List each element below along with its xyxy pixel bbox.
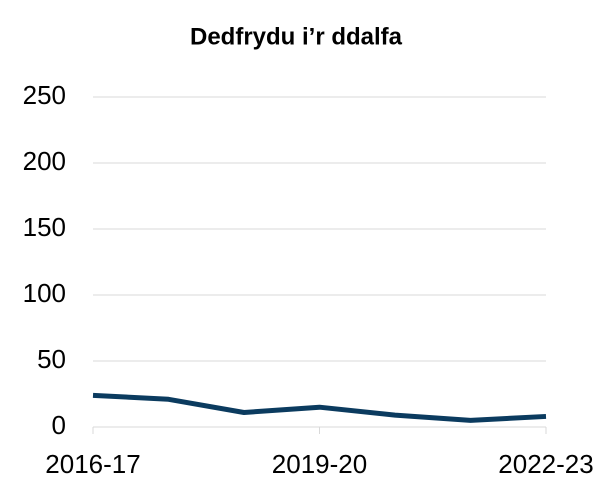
y-tick-label: 100 bbox=[23, 278, 66, 308]
y-tick-label: 50 bbox=[37, 344, 66, 374]
y-tick-label: 0 bbox=[52, 410, 66, 440]
y-tick-label: 200 bbox=[23, 146, 66, 176]
chart-title: Dedfrydu i’r ddalfa bbox=[190, 23, 403, 50]
y-tick-label: 250 bbox=[23, 80, 66, 110]
x-tick-label: 2019-20 bbox=[272, 449, 367, 477]
y-tick-label: 150 bbox=[23, 212, 66, 242]
x-tick-label: 2016-17 bbox=[45, 449, 140, 477]
data-line bbox=[92, 392, 547, 423]
x-tick-label: 2022-23 bbox=[498, 449, 593, 477]
